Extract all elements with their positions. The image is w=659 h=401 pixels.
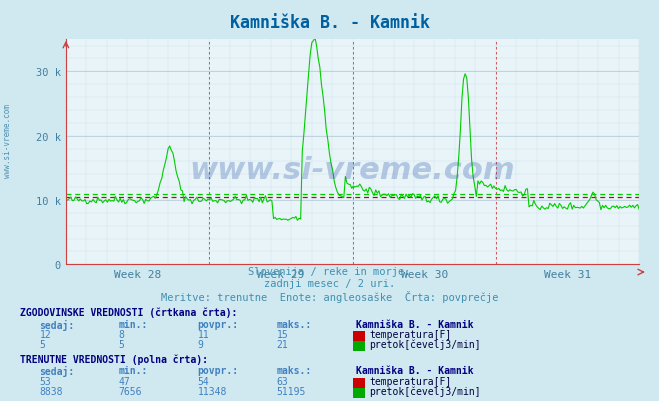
Text: 8838: 8838: [40, 386, 63, 396]
Text: 53: 53: [40, 376, 51, 386]
Text: 8: 8: [119, 330, 125, 340]
Text: 5: 5: [40, 339, 45, 349]
Text: 11: 11: [198, 330, 210, 340]
Text: 15: 15: [277, 330, 289, 340]
Text: sedaj:: sedaj:: [40, 319, 74, 330]
Text: www.si-vreme.com: www.si-vreme.com: [190, 156, 515, 185]
Text: maks.:: maks.:: [277, 365, 312, 375]
Text: temperatura[F]: temperatura[F]: [369, 330, 451, 340]
Text: Slovenija / reke in morje.: Slovenija / reke in morje.: [248, 267, 411, 277]
Text: 7656: 7656: [119, 386, 142, 396]
Text: zadnji mesec / 2 uri.: zadnji mesec / 2 uri.: [264, 279, 395, 289]
Text: min.:: min.:: [119, 365, 148, 375]
Text: 5: 5: [119, 339, 125, 349]
Text: temperatura[F]: temperatura[F]: [369, 376, 451, 386]
Text: 21: 21: [277, 339, 289, 349]
Text: Meritve: trenutne  Enote: angleosaške  Črta: povprečje: Meritve: trenutne Enote: angleosaške Črt…: [161, 291, 498, 303]
Text: sedaj:: sedaj:: [40, 365, 74, 376]
Text: maks.:: maks.:: [277, 319, 312, 329]
Text: min.:: min.:: [119, 319, 148, 329]
Text: Kamniška B. - Kamnik: Kamniška B. - Kamnik: [356, 319, 473, 329]
Text: 54: 54: [198, 376, 210, 386]
Text: 51195: 51195: [277, 386, 306, 396]
Text: Kamniška B. - Kamnik: Kamniška B. - Kamnik: [356, 365, 473, 375]
Text: 9: 9: [198, 339, 204, 349]
Text: TRENUTNE VREDNOSTI (polna črta):: TRENUTNE VREDNOSTI (polna črta):: [20, 354, 208, 364]
Text: Kamniška B. - Kamnik: Kamniška B. - Kamnik: [229, 14, 430, 32]
Text: 47: 47: [119, 376, 130, 386]
Text: ZGODOVINSKE VREDNOSTI (črtkana črta):: ZGODOVINSKE VREDNOSTI (črtkana črta):: [20, 307, 237, 317]
Text: 11348: 11348: [198, 386, 227, 396]
Text: 12: 12: [40, 330, 51, 340]
Text: www.si-vreme.com: www.si-vreme.com: [3, 103, 13, 177]
Text: povpr.:: povpr.:: [198, 319, 239, 329]
Text: 63: 63: [277, 376, 289, 386]
Text: povpr.:: povpr.:: [198, 365, 239, 375]
Text: pretok[čevelj3/min]: pretok[čevelj3/min]: [369, 386, 480, 396]
Text: pretok[čevelj3/min]: pretok[čevelj3/min]: [369, 339, 480, 349]
